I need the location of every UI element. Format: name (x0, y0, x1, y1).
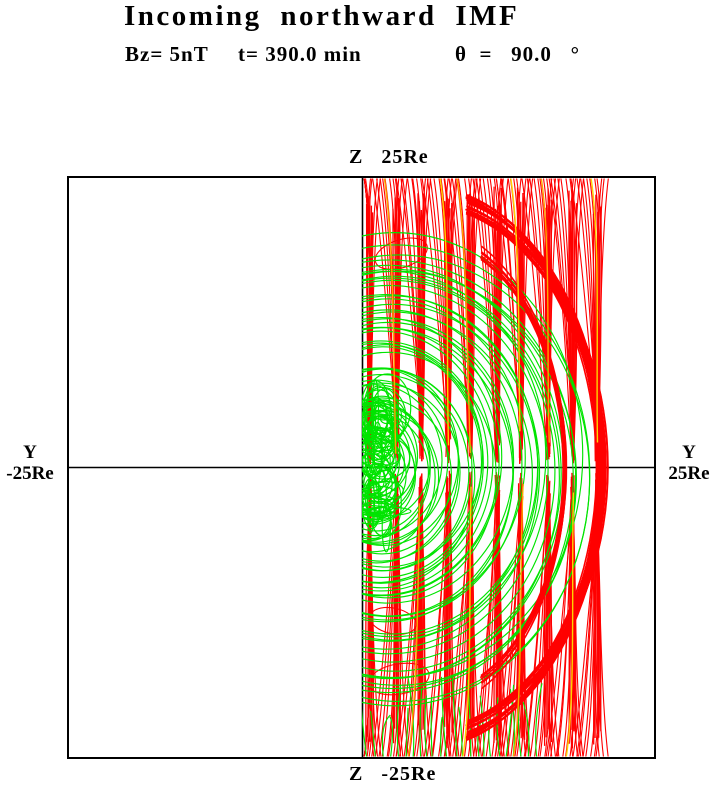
red-boundary-arcs (465, 194, 609, 741)
figure-title: Incoming northward IMF (124, 0, 520, 32)
y-axis-right-letter: Y (682, 442, 696, 463)
y-axis-right-value: 25Re (668, 463, 710, 484)
green-field-lines (362, 232, 591, 757)
orange-field-lines (383, 178, 599, 757)
y-axis-left-letter: Y (23, 442, 37, 463)
y-axis-left-value: -25Re (6, 463, 54, 484)
y-axis-right-label: Y 25Re (659, 442, 715, 484)
z-axis-top-label: Z 25Re (349, 146, 429, 168)
y-axis-left-label: Y -25Re (0, 442, 60, 484)
param-bz: Bz= 5nT (125, 42, 209, 66)
param-time: t= 390.0 min (238, 42, 362, 66)
plot-frame (67, 176, 656, 759)
param-theta: θ = 90.0 ° (455, 42, 581, 66)
z-axis-bottom-label: Z -25Re (349, 763, 437, 785)
